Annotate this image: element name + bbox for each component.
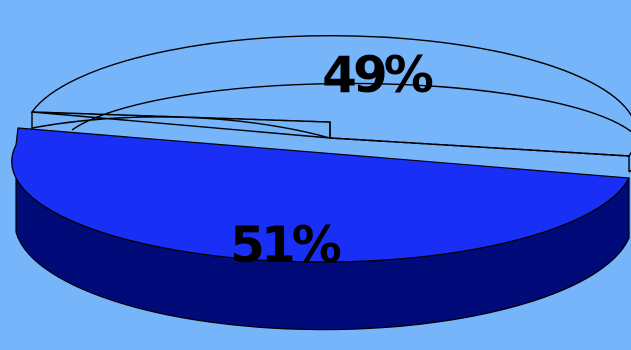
slice-49-radius-edge-right (329, 137, 630, 157)
pie-slice-49: 49% (30, 34, 631, 173)
pie-slice-51: 51% (11, 127, 630, 331)
slice-label-49: 49% (322, 46, 433, 104)
slice-49-top (30, 34, 631, 157)
slice-label-51: 51% (230, 216, 341, 274)
slice-51-top (11, 127, 630, 263)
slice-49-depth-edge (71, 82, 631, 173)
slice-49-radius-edge (31, 111, 331, 139)
